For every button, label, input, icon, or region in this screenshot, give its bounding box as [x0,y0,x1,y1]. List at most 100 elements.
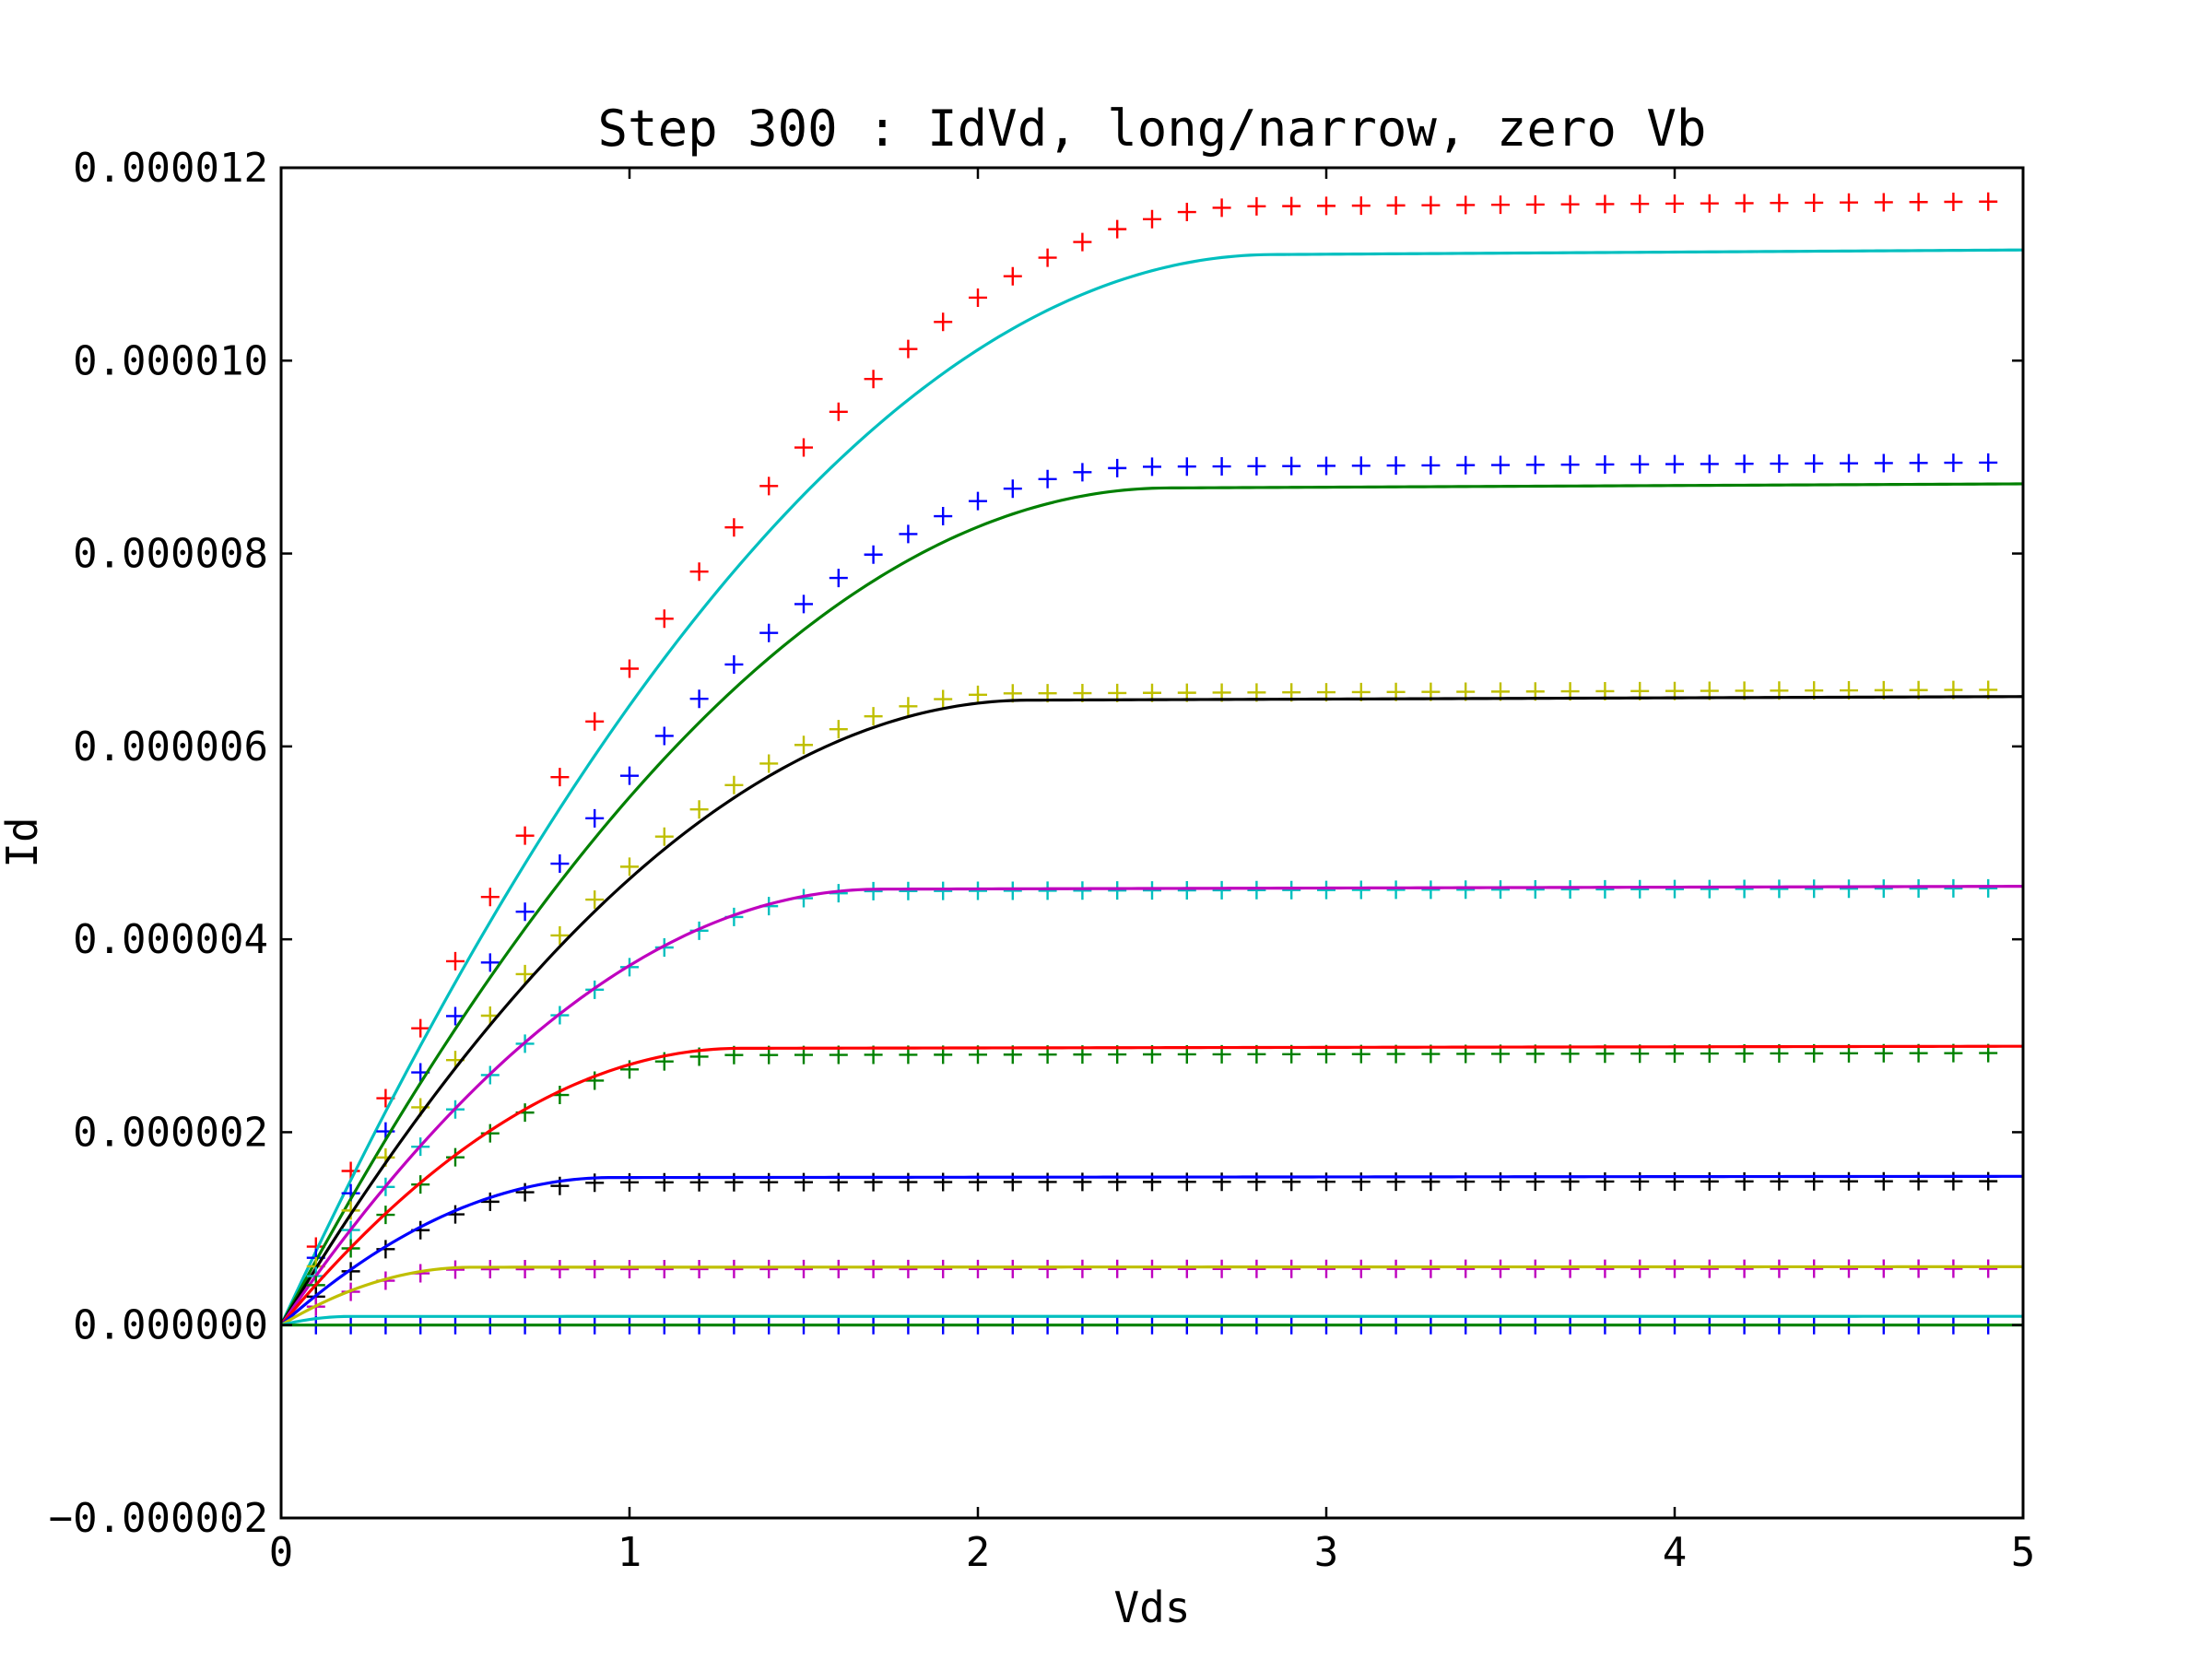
data-point [1700,1259,1719,1278]
data-point [689,800,709,819]
data-point [1351,456,1371,476]
data-point [899,697,918,716]
data-point [1874,1259,1893,1278]
data-point [1491,880,1510,900]
data-point [1351,196,1371,216]
series-markers-12 [306,1259,1998,1316]
data-point [1038,881,1057,900]
data-point [1003,1259,1022,1278]
data-point [1421,1259,1441,1278]
data-point [1560,879,1580,899]
data-point [480,888,500,907]
data-point [1909,1259,1928,1278]
data-point [1247,456,1266,476]
data-point [1770,879,1789,899]
data-point [654,726,674,746]
data-point [1386,1259,1406,1278]
x-tick-label: 5 [2011,1529,2036,1576]
x-tick-label: 2 [966,1529,991,1576]
data-point [1247,880,1266,900]
data-point [1421,195,1441,215]
data-point [1595,1259,1615,1278]
data-point [585,890,605,910]
data-point [1038,1259,1057,1278]
data-point [1909,879,1928,899]
data-point [1840,453,1858,473]
data-point [1212,880,1231,900]
data-point [1735,1259,1754,1278]
data-point [1108,219,1127,239]
series-line-5 [279,695,2024,1326]
data-point [1665,1259,1684,1278]
x-tick-label: 1 [618,1529,642,1576]
data-point [446,1260,465,1279]
data-point [689,562,709,582]
data-point [585,712,605,731]
data-point [1317,1259,1335,1278]
data-point [1874,453,1893,473]
data-point [515,964,535,983]
data-point [1525,1259,1545,1278]
data-point [620,766,639,785]
data-point [1735,879,1754,899]
axes-frame [279,166,2025,1520]
data-point [585,808,605,828]
data-point [446,1147,465,1167]
data-point [1840,879,1858,899]
y-tick-label: 0.000012 [73,145,268,192]
data-point [1700,454,1719,474]
data-point [759,754,779,773]
series-layer [279,192,2024,1335]
data-point [864,1259,883,1278]
data-point [759,1259,779,1278]
data-point [1979,453,1998,472]
data-point [1874,193,1893,212]
chart-title: Step 300 : IdVd, long/narrow, zero Vb [598,100,1707,158]
data-point [1944,193,1963,212]
data-point [934,507,953,526]
data-point [515,1260,535,1278]
y-tick-label: −0.000002 [49,1495,268,1542]
data-point [829,569,848,588]
data-point [1735,454,1754,474]
data-point [1595,879,1615,899]
data-point [1108,458,1127,477]
data-point [724,518,744,537]
series-line-1 [279,248,2024,1326]
data-point [1909,453,1928,473]
data-point [934,312,953,332]
data-point [864,545,883,564]
data-point [1491,195,1510,215]
data-point [969,881,987,900]
x-tick-label: 3 [1314,1529,1339,1576]
data-point [794,735,813,755]
data-point [1212,198,1231,218]
data-point [759,623,779,642]
data-point [1282,880,1301,900]
series-line-3 [279,482,2024,1326]
data-point [1456,195,1476,215]
series-markers-2 [306,453,1998,1267]
data-point [934,1259,953,1278]
series-line-7 [279,885,2024,1326]
data-point [1386,195,1406,215]
data-point [1003,881,1022,900]
data-point [1491,455,1510,475]
data-point [1630,879,1650,899]
data-point [969,491,987,511]
data-point [480,1260,500,1279]
series-line-15 [280,1314,2023,1327]
data-point [620,1259,639,1278]
data-point [1979,878,1998,898]
data-point [446,1006,465,1026]
data-point [1805,193,1824,212]
data-point [620,857,639,877]
x-tick-label: 4 [1663,1529,1688,1576]
data-point [1491,1259,1510,1278]
data-point [829,402,848,421]
data-point [515,1182,535,1202]
data-point [969,1259,987,1278]
data-point [689,689,709,709]
x-axis-label: Vds [1113,1583,1190,1632]
data-point [1630,1259,1650,1278]
